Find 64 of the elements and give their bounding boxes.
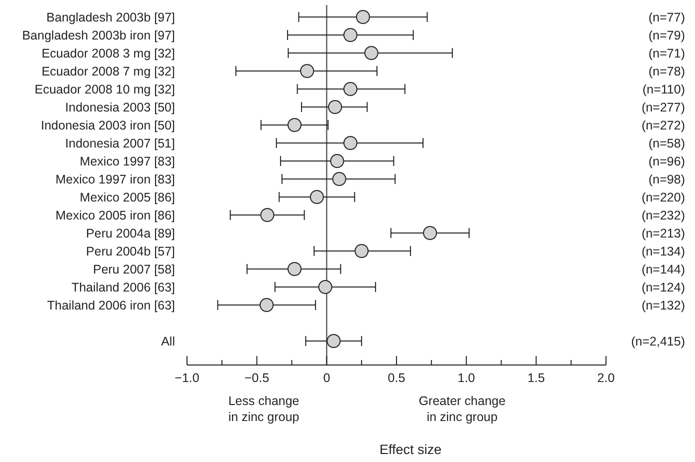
y-tick-label: Thailand 2006 iron [63] — [47, 298, 175, 312]
text: (n=232) — [642, 208, 685, 222]
text: (n=132) — [642, 298, 685, 312]
y-tick-label: Peru 2004a [89] — [86, 226, 175, 240]
point — [300, 64, 314, 78]
point — [343, 82, 358, 96]
point — [288, 118, 302, 132]
y-tick-label: Mexico 1997 iron [83] — [55, 172, 175, 186]
text: (n=213) — [642, 226, 685, 240]
point — [260, 298, 274, 312]
y-tick-label: Ecuador 2008 10 mg [32] — [34, 82, 175, 96]
y-tick-label: All — [161, 334, 175, 348]
text: (n=79) — [648, 28, 685, 42]
y-tick-label: Peru 2007 [58] — [92, 262, 175, 276]
x-tick-label: 0 — [323, 371, 330, 385]
point — [423, 226, 438, 240]
point — [330, 154, 344, 168]
y-tick-label: Thailand 2006 [63] — [71, 280, 175, 294]
y-tick-label: Mexico 2005 iron [86] — [55, 208, 175, 222]
point — [354, 244, 369, 258]
point — [310, 190, 324, 204]
y-tick-label: Mexico 2005 [86] — [80, 190, 175, 204]
point — [343, 136, 358, 150]
y-tick-label: Indonesia 2007 [51] — [65, 136, 175, 150]
x-tick-label: 1.0 — [458, 371, 476, 385]
text: Greater change in zinc group — [418, 394, 506, 424]
x-tick-label: −1.0 — [174, 371, 200, 385]
y-tick-label: Mexico 1997 [83] — [80, 154, 175, 168]
point — [260, 208, 274, 222]
text: Less change in zinc group — [228, 394, 300, 424]
text: (n=71) — [648, 46, 685, 60]
text: (n=134) — [642, 244, 685, 258]
text: (n=220) — [642, 190, 685, 204]
text: (n=96) — [648, 154, 685, 168]
text: (n=144) — [642, 262, 685, 276]
text: (n=78) — [648, 64, 685, 78]
text: (n=272) — [642, 118, 685, 132]
y-tick-label: Indonesia 2003 [50] — [65, 100, 175, 114]
y-tick-label: Ecuador 2008 3 mg [32] — [42, 46, 175, 60]
x-tick-label: 2.0 — [597, 371, 615, 385]
text: (n=77) — [648, 10, 685, 24]
point — [356, 10, 370, 24]
point — [343, 28, 358, 42]
x-axis-title: Effect size — [379, 442, 442, 457]
text: (n=98) — [648, 172, 685, 186]
y-tick-label: Bangladesh 2003b iron [97] — [22, 28, 175, 42]
point — [318, 280, 332, 294]
point — [326, 334, 341, 348]
text: (n=110) — [642, 82, 685, 96]
y-tick-label: Ecuador 2008 7 mg [32] — [42, 64, 175, 78]
text: (n=58) — [648, 136, 685, 150]
y-tick-label: Indonesia 2003 iron [50] — [40, 118, 175, 132]
point — [288, 262, 302, 276]
point — [328, 100, 342, 114]
point — [364, 46, 378, 60]
x-tick-label: 1.5 — [527, 371, 545, 385]
x-tick-label: −0.5 — [244, 371, 270, 385]
x-tick-label: 0.5 — [388, 371, 406, 385]
y-tick-label: Peru 2004b [57] — [86, 244, 175, 258]
y-tick-label: Bangladesh 2003b [97] — [46, 10, 175, 24]
text: (n=2,415) — [631, 334, 685, 348]
text: (n=124) — [642, 280, 685, 294]
point — [332, 172, 346, 186]
text: (n=277) — [642, 100, 685, 114]
